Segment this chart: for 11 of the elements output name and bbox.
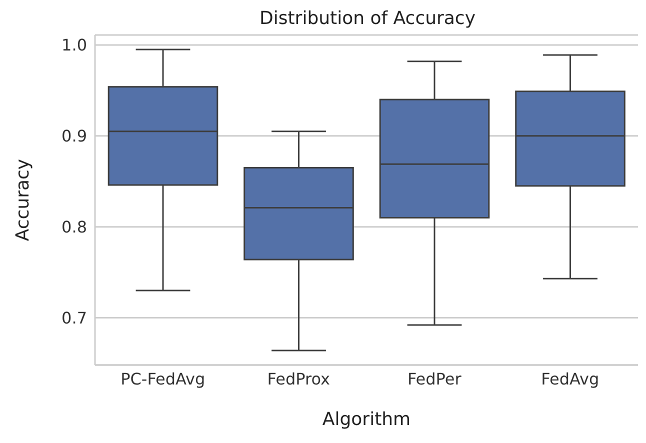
x-tick-label: PC-FedAvg	[120, 369, 206, 388]
y-axis-title: Accuracy	[12, 158, 34, 242]
y-tick-label: 0.8	[62, 218, 87, 236]
x-tick-label: FedPer	[407, 369, 462, 388]
x-tick-label: FedProx	[267, 369, 330, 388]
y-tick-label: 1.0	[62, 36, 87, 55]
y-tick-label: 0.7	[62, 308, 87, 328]
x-axis-title: Algorithm	[322, 409, 411, 430]
chart-title: Distribution of Accuracy	[258, 8, 476, 29]
x-tick-label: FedAvg	[541, 369, 600, 388]
y-tick-label: 0.9	[62, 126, 87, 146]
